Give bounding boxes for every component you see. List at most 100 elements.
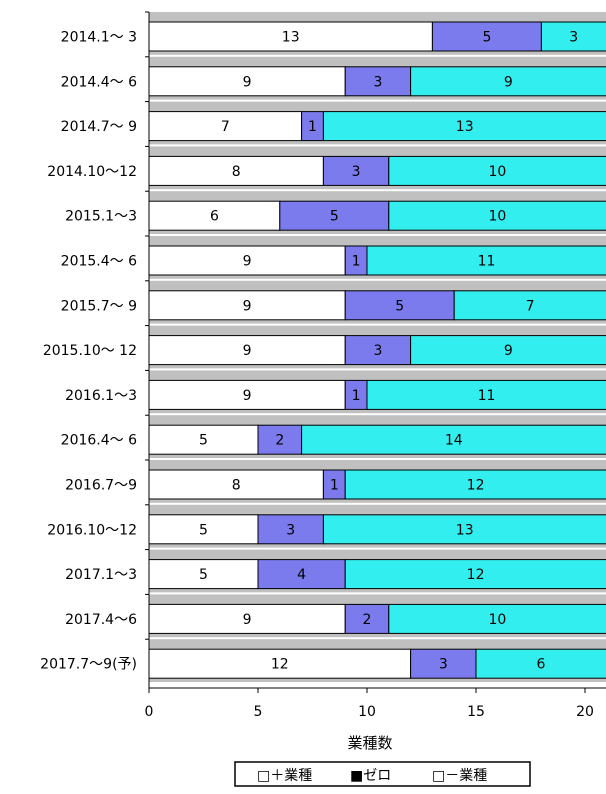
minus-bar-segment bbox=[322, 514, 606, 545]
minus-bar-segment bbox=[410, 66, 606, 97]
data-label: 5 bbox=[199, 522, 208, 538]
data-label: 9 bbox=[243, 74, 252, 90]
category-label: 2015.7～ 9 bbox=[61, 298, 137, 314]
data-label: 9 bbox=[243, 254, 252, 270]
data-label: 12 bbox=[467, 567, 485, 583]
data-label: 8 bbox=[232, 164, 241, 180]
minus-bar-segment bbox=[322, 111, 606, 142]
data-label: 1 bbox=[308, 119, 317, 135]
x-tick-label: 15 bbox=[467, 704, 485, 720]
data-label: 1 bbox=[330, 478, 339, 494]
plus-bar-segment bbox=[148, 335, 346, 366]
zero-bar-segment bbox=[322, 155, 390, 186]
category-label: 2016.7～9 bbox=[65, 478, 137, 494]
data-label: 9 bbox=[243, 388, 252, 404]
data-label: 6 bbox=[537, 657, 546, 673]
data-label: 12 bbox=[467, 478, 485, 494]
data-label: 9 bbox=[243, 298, 252, 314]
plus-bar-segment bbox=[148, 379, 346, 410]
data-label: 5 bbox=[199, 433, 208, 449]
minus-bar-segment bbox=[344, 559, 606, 590]
category-label: 2014.1～ 3 bbox=[61, 30, 137, 46]
category-label: 2014.10～12 bbox=[47, 164, 137, 180]
x-tick-label: 10 bbox=[358, 704, 376, 720]
zero-bar-segment bbox=[279, 200, 390, 231]
minus-bar-segment bbox=[410, 335, 606, 366]
plus-bar-segment bbox=[148, 424, 259, 455]
data-label: 1 bbox=[352, 388, 361, 404]
category-label: 2017.7～9(予) bbox=[40, 657, 137, 673]
data-label: 3 bbox=[373, 74, 382, 90]
plus-bar-segment bbox=[148, 559, 259, 590]
zero-bar-segment bbox=[257, 514, 324, 545]
plus-bar-segment bbox=[148, 66, 346, 97]
data-label: 5 bbox=[395, 298, 404, 314]
category-label: 2016.10～12 bbox=[47, 522, 137, 538]
zero-bar-segment bbox=[344, 335, 412, 366]
zero-bar-segment bbox=[344, 603, 390, 634]
minus-bar-segment bbox=[344, 469, 606, 500]
data-label: 3 bbox=[352, 164, 361, 180]
minus-bar-segment bbox=[366, 245, 606, 276]
x-tick-label: 5 bbox=[254, 704, 263, 720]
data-label: 3 bbox=[286, 522, 295, 538]
minus-bar-segment bbox=[301, 424, 606, 455]
zero-bar-segment bbox=[344, 66, 412, 97]
data-label: 9 bbox=[243, 343, 252, 359]
minus-bar-segment bbox=[388, 603, 606, 634]
zero-bar-segment bbox=[410, 648, 477, 679]
category-label: 2017.1～3 bbox=[65, 567, 137, 583]
legend-entry-zero: ■ゼロ bbox=[350, 768, 391, 784]
data-label: 3 bbox=[373, 343, 382, 359]
data-label: 8 bbox=[232, 478, 241, 494]
legend-box bbox=[234, 761, 531, 787]
legend-entry-minus: □－業種 bbox=[432, 768, 487, 784]
data-label: 5 bbox=[482, 30, 491, 46]
category-label: 2016.1～3 bbox=[65, 388, 137, 404]
category-label: 2014.4～ 6 bbox=[61, 74, 137, 90]
data-label: 13 bbox=[456, 522, 474, 538]
data-label: 5 bbox=[199, 567, 208, 583]
data-label: 6 bbox=[210, 209, 219, 225]
minus-bar-segment bbox=[475, 648, 606, 679]
category-label: 2014.7～ 9 bbox=[61, 119, 137, 135]
plus-bar-segment bbox=[148, 290, 346, 321]
plus-bar-segment bbox=[148, 21, 433, 52]
data-label: 9 bbox=[504, 343, 513, 359]
category-label: 2015.1～3 bbox=[65, 209, 137, 225]
data-label: 9 bbox=[504, 74, 513, 90]
zero-bar-segment bbox=[431, 21, 542, 52]
category-label: 2015.10～ 12 bbox=[43, 343, 137, 359]
zero-bar-segment bbox=[257, 559, 346, 590]
minus-bar-segment bbox=[453, 290, 606, 321]
zero-bar-segment bbox=[344, 290, 455, 321]
category-label: 2015.4～ 6 bbox=[61, 254, 137, 270]
data-label: 7 bbox=[221, 119, 230, 135]
x-tick-label: 20 bbox=[576, 704, 594, 720]
data-label: 2 bbox=[275, 433, 284, 449]
data-label: 5 bbox=[330, 209, 339, 225]
minus-bar-segment bbox=[388, 200, 606, 231]
data-label: 12 bbox=[271, 657, 289, 673]
minus-bar-segment bbox=[366, 379, 606, 410]
data-label: 11 bbox=[478, 254, 496, 270]
plus-bar-segment bbox=[148, 200, 281, 231]
zero-bar-segment bbox=[257, 424, 303, 455]
data-label: 3 bbox=[569, 30, 578, 46]
data-label: 3 bbox=[439, 657, 448, 673]
plus-bar-segment bbox=[148, 514, 259, 545]
category-label: 2017.4～6 bbox=[65, 612, 137, 628]
minus-bar-segment bbox=[540, 21, 606, 52]
plus-bar-segment bbox=[148, 469, 324, 500]
data-label: 13 bbox=[456, 119, 474, 135]
plus-bar-segment bbox=[148, 155, 324, 186]
plus-bar-segment bbox=[148, 245, 346, 276]
x-axis-title: 業種数 bbox=[347, 734, 392, 752]
minus-bar-segment bbox=[388, 155, 606, 186]
data-label: 9 bbox=[243, 612, 252, 628]
x-tick-label: 0 bbox=[145, 704, 154, 720]
data-label: 13 bbox=[282, 30, 300, 46]
data-label: 4 bbox=[297, 567, 306, 583]
category-label: 2016.4～ 6 bbox=[61, 433, 137, 449]
